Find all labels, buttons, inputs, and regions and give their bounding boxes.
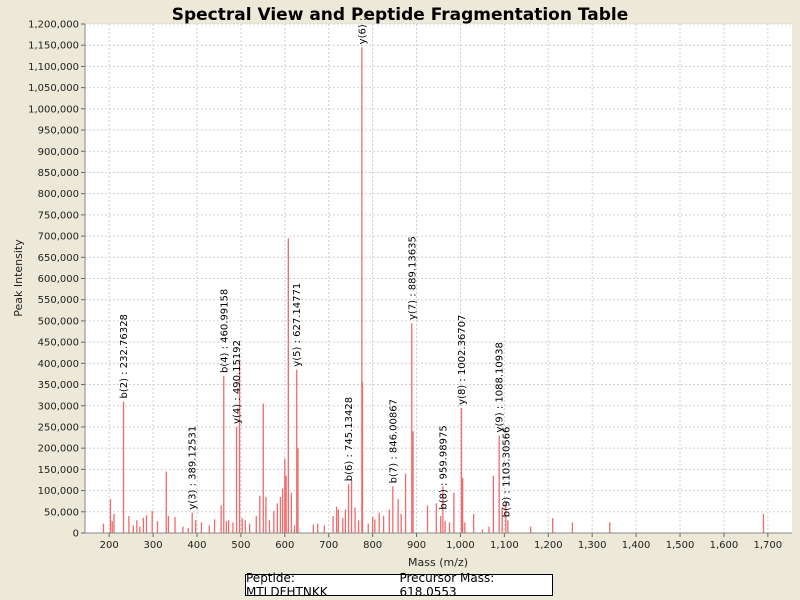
spectrum-plot: Spectral View and Peptide Fragmentation …	[12, 5, 792, 569]
y-tick-label: 1,150,000	[28, 41, 79, 52]
x-tick-label: 1,500	[666, 540, 695, 551]
fragment-label: y(9) : 1088.10938	[495, 342, 506, 432]
y-tick-label: 300,000	[38, 401, 79, 412]
fragment-annotations: b(2) : 232.76328 y(3) : 389.12531 b(4) : 4…	[119, 18, 512, 518]
x-tick-label: 1,000	[446, 540, 475, 551]
peak-bars	[102, 47, 765, 533]
legend: Peptide: MTLDFHTNKK Precursor Mass: 618.…	[245, 571, 553, 599]
x-tick-label: 1,300	[578, 540, 607, 551]
y-tick-label: 50,000	[44, 507, 79, 518]
x-tick-label: 300	[144, 540, 163, 551]
y-tick-label: 200,000	[38, 444, 79, 455]
x-tick-label: 1,200	[534, 540, 563, 551]
y-tick-label: 250,000	[38, 422, 79, 433]
y-tick-label: 550,000	[38, 295, 79, 306]
y-tick-label: 900,000	[38, 147, 79, 158]
fragment-label: b(2) : 232.76328	[119, 314, 130, 398]
y-tick-label: 600,000	[38, 274, 79, 285]
y-tick-label: 1,200,000	[28, 20, 79, 31]
y-tick-label: 750,000	[38, 210, 79, 221]
x-tick-label: 900	[407, 540, 426, 551]
y-tick-label: 0	[73, 529, 79, 540]
y-tick-label: 400,000	[38, 359, 79, 370]
fragment-label: y(7) : 889.13635	[407, 236, 418, 320]
fragment-label: b(7) : 846.00867	[388, 399, 399, 483]
y-tick-label: 150,000	[38, 465, 79, 476]
x-tick-label: 600	[275, 540, 294, 551]
x-tick-label: 1,700	[754, 540, 783, 551]
legend-precursor-mass: Precursor Mass: 618.0553	[399, 571, 495, 599]
y-tick-label: 500,000	[38, 316, 79, 327]
x-tick-label: 1,100	[490, 540, 519, 551]
fragment-label: b(8) : 959.98975	[438, 425, 449, 509]
y-tick-label: 1,100,000	[28, 62, 79, 73]
y-tick-label: 800,000	[38, 189, 79, 200]
x-tick-label: 400	[187, 540, 206, 551]
y-tick-label: 100,000	[38, 486, 79, 497]
x-axis-label: Mass (m/z)	[408, 556, 468, 569]
y-tick-label: 650,000	[38, 253, 79, 264]
fragment-label: b(4) : 460.99158	[219, 289, 230, 373]
x-tick-label: 500	[231, 540, 250, 551]
fragment-label: y(6) :	[357, 18, 368, 45]
chart-title: Spectral View and Peptide Fragmentation …	[172, 5, 629, 25]
fragment-label: y(8) : 1002.36707	[457, 315, 468, 405]
y-tick-label: 700,000	[38, 232, 79, 243]
fragment-label: y(4) : 490.15192	[232, 340, 243, 424]
x-tick-label: 1,400	[622, 540, 651, 551]
fragment-label: b(6) : 745.13428	[344, 397, 355, 481]
y-tick-label: 450,000	[38, 338, 79, 349]
y-tick-label: 950,000	[38, 126, 79, 137]
y-axis-label: Peak Intensity	[12, 239, 25, 317]
gridlines	[85, 23, 792, 533]
x-tick-label: 700	[319, 540, 338, 551]
y-tick-label: 1,050,000	[28, 83, 79, 94]
x-tick-label: 1,600	[710, 540, 739, 551]
axes: 0 50,000 100,000 150,000 200,000 250,000 300,0…	[28, 20, 792, 551]
x-tick-label: 200	[100, 540, 119, 551]
y-tick-label: 850,000	[38, 168, 79, 179]
fragment-label: y(3) : 389.12531	[188, 426, 199, 510]
y-tick-label: 1,000,000	[28, 104, 79, 115]
fragment-label: y(5) : 627.14771	[292, 283, 303, 367]
x-tick-label: 800	[363, 540, 382, 551]
fragment-label: b(9) : 1103.30566	[501, 427, 512, 518]
legend-peptide: Peptide: MTLDFHTNKK	[246, 571, 328, 599]
y-tick-label: 350,000	[38, 380, 79, 391]
